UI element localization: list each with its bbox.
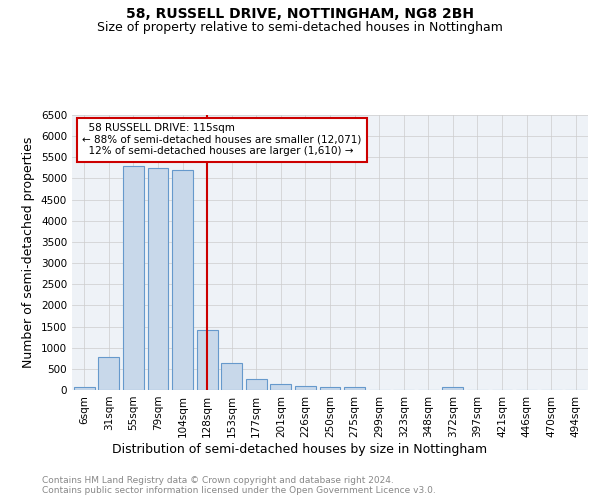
- Text: Contains HM Land Registry data © Crown copyright and database right 2024.
Contai: Contains HM Land Registry data © Crown c…: [42, 476, 436, 495]
- Bar: [123, 166, 144, 390]
- Bar: [442, 386, 463, 390]
- Bar: [172, 170, 193, 390]
- Bar: [221, 364, 242, 390]
- Text: 58 RUSSELL DRIVE: 115sqm
← 88% of semi-detached houses are smaller (12,071)
  12: 58 RUSSELL DRIVE: 115sqm ← 88% of semi-d…: [82, 123, 362, 156]
- Bar: [271, 384, 292, 390]
- Bar: [295, 386, 316, 390]
- Bar: [320, 388, 340, 390]
- Bar: [197, 330, 218, 390]
- Bar: [74, 388, 95, 390]
- Text: 58, RUSSELL DRIVE, NOTTINGHAM, NG8 2BH: 58, RUSSELL DRIVE, NOTTINGHAM, NG8 2BH: [126, 8, 474, 22]
- Bar: [344, 387, 365, 390]
- Bar: [246, 379, 267, 390]
- Bar: [98, 357, 119, 390]
- Y-axis label: Number of semi-detached properties: Number of semi-detached properties: [22, 137, 35, 368]
- Text: Distribution of semi-detached houses by size in Nottingham: Distribution of semi-detached houses by …: [112, 442, 488, 456]
- Text: Size of property relative to semi-detached houses in Nottingham: Size of property relative to semi-detach…: [97, 21, 503, 34]
- Bar: [148, 168, 169, 390]
